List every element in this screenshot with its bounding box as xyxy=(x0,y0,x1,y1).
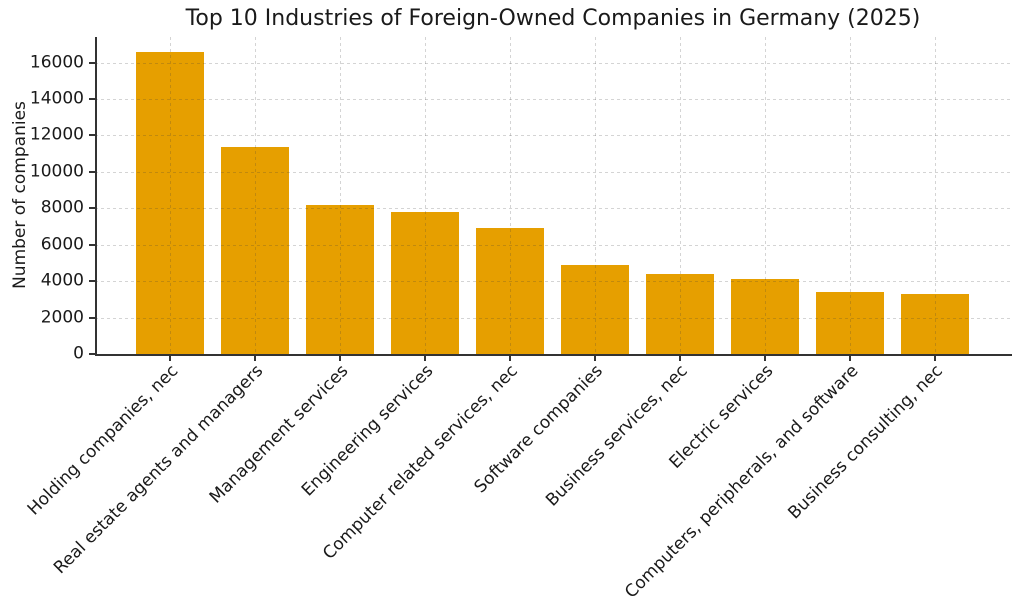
x-tick-mark xyxy=(339,356,341,361)
y-gridline xyxy=(95,317,1010,319)
y-tick-label: 12000 xyxy=(29,124,84,145)
y-gridline xyxy=(95,98,1010,100)
y-gridline xyxy=(95,281,1010,283)
chart-title: Top 10 Industries of Foreign-Owned Compa… xyxy=(185,6,921,31)
x-gridline xyxy=(764,37,766,354)
y-tick-mark xyxy=(89,280,95,283)
y-tick-label: 0 xyxy=(73,343,84,364)
x-gridline xyxy=(169,37,171,354)
y-tick-label: 10000 xyxy=(29,161,84,182)
x-tick-mark xyxy=(509,356,511,361)
y-gridline xyxy=(95,62,1010,64)
bar xyxy=(561,264,629,354)
bar xyxy=(476,228,544,354)
x-gridline xyxy=(254,37,256,354)
bar xyxy=(646,273,714,354)
y-tick-label: 4000 xyxy=(40,270,84,291)
y-gridline xyxy=(95,244,1010,246)
bar xyxy=(306,204,374,354)
x-gridline xyxy=(339,37,341,354)
y-tick-label: 2000 xyxy=(40,307,84,328)
x-tick-mark xyxy=(679,356,681,361)
y-tick-label: 16000 xyxy=(29,52,84,73)
bar xyxy=(221,147,289,354)
y-tick-mark xyxy=(89,207,95,210)
bar xyxy=(901,293,969,354)
x-tick-label-text: Management services xyxy=(205,361,353,508)
y-tick-mark xyxy=(89,353,95,355)
y-gridline xyxy=(95,208,1010,210)
y-tick-mark xyxy=(89,170,95,173)
x-tick-label-text: Holding companies, nec xyxy=(23,361,183,520)
bar xyxy=(136,51,204,354)
x-tick-mark xyxy=(254,356,256,361)
y-tick-label: 8000 xyxy=(40,197,84,218)
x-gridline xyxy=(934,37,936,354)
x-gridline xyxy=(509,37,511,354)
bar xyxy=(816,292,884,354)
y-tick-label: 14000 xyxy=(29,88,84,109)
y-tick-mark xyxy=(89,134,95,137)
x-tick-mark xyxy=(424,356,426,361)
y-tick-label: 6000 xyxy=(40,234,84,255)
y-gridline xyxy=(95,171,1010,173)
y-tick-mark xyxy=(89,316,95,319)
y-gridline xyxy=(95,135,1010,137)
x-gridline xyxy=(679,37,681,354)
y-tick-mark xyxy=(89,243,95,246)
bar xyxy=(391,211,459,354)
y-tick-mark xyxy=(89,97,95,100)
x-gridline xyxy=(424,37,426,354)
x-tick-mark xyxy=(594,356,596,361)
x-tick-mark xyxy=(849,356,851,361)
y-tick-mark xyxy=(89,61,95,64)
x-tick-mark xyxy=(934,356,936,361)
bar xyxy=(731,279,799,354)
x-tick-label-text: Business services, nec xyxy=(542,361,693,511)
x-gridline xyxy=(594,37,596,354)
x-tick-mark xyxy=(169,356,171,361)
x-tick-mark xyxy=(764,356,766,361)
x-tick-label-text: Business consulting, nec xyxy=(784,361,948,524)
x-gridline xyxy=(849,37,851,354)
